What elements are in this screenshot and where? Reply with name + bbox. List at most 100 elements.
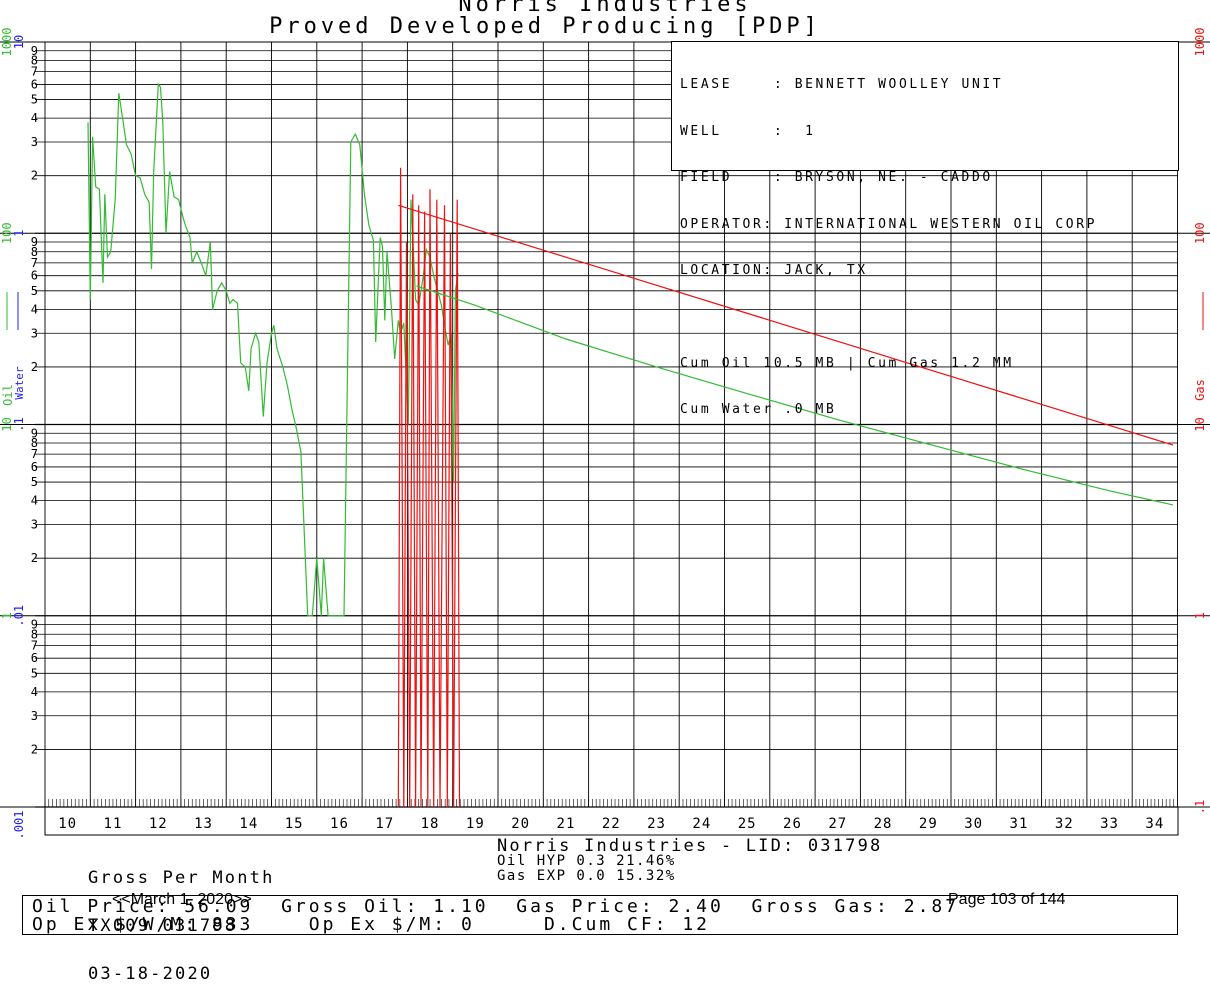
minor-tick-label: 8 — [31, 245, 38, 259]
oil-axis-label: 1000 — [0, 28, 14, 57]
minor-tick-label: 7 — [31, 256, 38, 270]
minor-tick-label: 2 — [31, 551, 38, 565]
minor-tick-label: 4 — [31, 302, 38, 316]
x-tick-label: 30 — [964, 816, 983, 832]
price-line-1: Oil Price: 56.09 Gross Oil: 1.10 Gas Pri… — [32, 896, 960, 917]
x-tick-label: 11 — [104, 816, 123, 832]
minor-tick-label: 6 — [31, 651, 38, 665]
minor-tick-label: 9 — [31, 235, 38, 249]
gas-axis-label: .1 — [1193, 800, 1207, 814]
page-indicator: Page 103 of 144 — [948, 891, 1066, 908]
oil-axis-label: 100 — [0, 222, 14, 244]
series-gas-forecast — [398, 204, 1174, 446]
series-gas — [397, 167, 461, 808]
minor-tick-label: 7 — [31, 447, 38, 461]
footer-center-title: Norris Industries - LID: 031798 — [497, 836, 883, 856]
series-oil — [87, 82, 459, 617]
footer-gas-exp: Gas EXP 0.0 15.32% — [497, 868, 676, 884]
minor-tick-label: 2 — [31, 169, 38, 183]
x-tick-label: 15 — [285, 816, 304, 832]
minor-tick-label: 5 — [31, 666, 38, 680]
x-tick-label: 16 — [330, 816, 349, 832]
minor-tick-label: 4 — [31, 685, 38, 699]
well-info-text: LEASE : BENNETT WOOLLEY UNIT WELL : 1 FI… — [680, 46, 1097, 433]
info-cum-oil-gas: Cum Oil 10.5 MB | Cum Gas 1.2 MM — [680, 355, 1014, 371]
minor-tick-label: 6 — [31, 460, 38, 474]
water-axis-label: .1 — [12, 417, 26, 431]
x-tick-label: 26 — [783, 816, 802, 832]
x-tick-label: 33 — [1100, 816, 1119, 832]
chart-grid — [0, 41, 1210, 836]
x-tick-label: 18 — [421, 816, 440, 832]
oil-axis-label: 1 — [0, 612, 14, 619]
x-tick-label: 29 — [919, 816, 938, 832]
water-axis-label: 10 — [12, 35, 26, 49]
gas-axis-label: 10 — [1193, 417, 1207, 431]
x-tick-label: 10 — [58, 816, 77, 832]
x-tick-label: 21 — [557, 816, 576, 832]
minor-tick-label: 9 — [31, 426, 38, 440]
x-tick-label: 27 — [828, 816, 847, 832]
minor-tick-label: 7 — [31, 638, 38, 652]
x-tick-label: 32 — [1055, 816, 1074, 832]
gas-axis-label: 1000 — [1193, 28, 1207, 57]
x-tick-label: 25 — [738, 816, 757, 832]
minor-tick-label: 3 — [31, 135, 38, 149]
info-lease: LEASE : BENNETT WOOLLEY UNIT — [680, 77, 1004, 92]
info-field: FIELD : BRYSON, NE. - CADDO — [680, 170, 993, 185]
info-location: LOCATION: JACK, TX — [680, 263, 868, 278]
water-axis-label: 1 — [12, 230, 26, 237]
minor-tick-label: 3 — [31, 518, 38, 532]
x-tick-label: 22 — [602, 816, 621, 832]
x-tick-label: 34 — [1145, 816, 1164, 832]
info-well: WELL : 1 — [680, 123, 816, 139]
minor-tick-label: 2 — [31, 742, 38, 756]
report-date: 03-18-2020 — [88, 964, 213, 984]
chart-subtitle: Proved Developed Producing [PDP] — [269, 14, 821, 39]
x-tick-label: 20 — [511, 816, 530, 832]
x-tick-label: 12 — [149, 816, 168, 832]
water-axis-label: .01 — [12, 605, 26, 627]
water-legend-label: Water — [13, 366, 26, 399]
gas-legend-label: Gas — [1193, 379, 1207, 401]
gas-axis-label: 100 — [1193, 222, 1207, 244]
minor-tick-label: 4 — [31, 494, 38, 508]
info-cum-water: Cum Water .0 MB — [680, 402, 837, 417]
minor-tick-label: 5 — [31, 93, 38, 107]
prev-next-month-link[interactable]: <<March 1, 2020>> — [112, 891, 252, 908]
gross-per-month-label: Gross Per Month — [88, 868, 275, 888]
oil-axis-label: 10 — [0, 417, 14, 431]
oil-legend-label: Oil — [1, 384, 15, 406]
price-line-2: Op Ex $/W/M: 833 Op Ex $/M: 0 D.Cum CF: … — [32, 914, 711, 935]
water-axis-label: .001 — [12, 811, 26, 840]
minor-tick-label: 4 — [31, 111, 38, 125]
x-tick-label: 23 — [647, 816, 666, 832]
minor-tick-label: 6 — [31, 269, 38, 283]
minor-tick-label: 9 — [31, 618, 38, 632]
chart-series — [87, 82, 1174, 808]
minor-tick-label: 6 — [31, 77, 38, 91]
minor-tick-label: 2 — [31, 360, 38, 374]
chart-title: Norris Industries — [458, 0, 752, 17]
x-tick-label: 14 — [239, 816, 258, 832]
footer-oil-hyp: Oil HYP 0.3 21.46% — [497, 853, 676, 869]
well-id-line: TX009 031798 — [88, 916, 238, 936]
info-operator: OPERATOR: INTERNATIONAL WESTERN OIL CORP — [680, 216, 1098, 232]
minor-tick-label: 3 — [31, 709, 38, 723]
minor-tick-label: 5 — [31, 284, 38, 298]
minor-tick-label: 9 — [31, 44, 38, 58]
x-tick-label: 17 — [375, 816, 394, 832]
x-tick-label: 31 — [1010, 816, 1029, 832]
minor-tick-label: 5 — [31, 475, 38, 489]
minor-tick-label: 8 — [31, 627, 38, 641]
x-tick-label: 13 — [194, 816, 213, 832]
series-oil-forecast — [416, 285, 1174, 506]
x-tick-label: 28 — [874, 816, 893, 832]
x-tick-label: 19 — [466, 816, 485, 832]
gas-axis-label: 1 — [1193, 612, 1207, 619]
minor-tick-label: 7 — [31, 65, 38, 79]
minor-tick-label: 8 — [31, 54, 38, 68]
well-info-box — [671, 41, 1179, 171]
